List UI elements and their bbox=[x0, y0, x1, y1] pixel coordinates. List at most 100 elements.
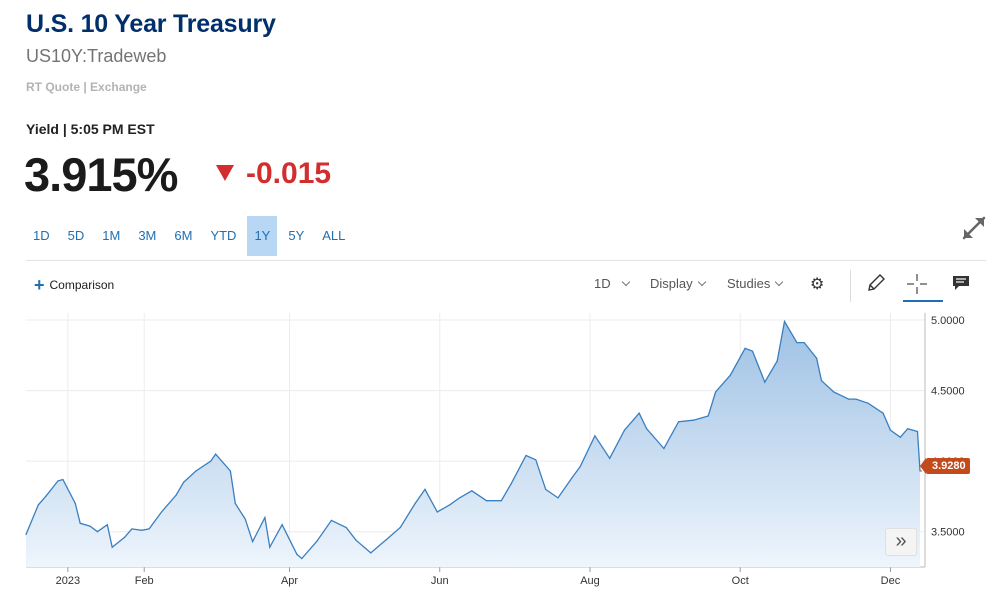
data-point bbox=[296, 553, 298, 555]
data-point bbox=[234, 502, 236, 505]
data-point bbox=[330, 519, 332, 521]
interval-dropdown[interactable]: 1D bbox=[594, 276, 630, 291]
y-tick-label: 4.5000 bbox=[931, 386, 965, 398]
series-area bbox=[26, 321, 920, 567]
x-tick-label: Oct bbox=[732, 575, 749, 587]
series-line bbox=[25, 319, 921, 560]
data-point bbox=[183, 481, 185, 483]
range-ytd[interactable]: YTD bbox=[210, 228, 237, 243]
comment-icon[interactable] bbox=[951, 274, 971, 297]
range-1y[interactable]: 1Y bbox=[247, 216, 278, 256]
yield-chart[interactable]: 5.00004.50004.00003.50002023FebAprJunAug… bbox=[0, 305, 1004, 607]
crosshair-icon[interactable] bbox=[906, 273, 928, 300]
time-range-selector: 1D 5D 1M 3M 6M YTD 1Y 5Y ALL bbox=[26, 216, 356, 256]
range-1m[interactable]: 1M bbox=[102, 228, 121, 243]
range-5y[interactable]: 5Y bbox=[288, 228, 305, 243]
data-point bbox=[449, 504, 451, 506]
x-tick-label: Feb bbox=[135, 575, 154, 587]
comparison-label: Comparison bbox=[49, 278, 115, 292]
yield-time: Yield | 5:05 PM EST bbox=[26, 121, 155, 137]
active-tool-indicator bbox=[903, 300, 943, 302]
data-point bbox=[707, 415, 709, 417]
data-point bbox=[907, 428, 909, 430]
data-point bbox=[638, 412, 640, 414]
settings-dropdown[interactable]: ⚙ bbox=[810, 274, 827, 294]
range-all[interactable]: ALL bbox=[322, 228, 346, 243]
data-point bbox=[471, 490, 473, 492]
data-point bbox=[414, 502, 416, 505]
double-chevron-right-icon: » bbox=[895, 530, 907, 552]
price-change: -0.015 bbox=[246, 157, 332, 190]
data-point bbox=[399, 526, 401, 529]
last-price: 3.915% bbox=[24, 148, 178, 201]
page-title: U.S. 10 Year Treasury bbox=[26, 10, 276, 38]
range-3m[interactable]: 3M bbox=[138, 228, 157, 243]
data-point bbox=[889, 429, 892, 431]
data-point bbox=[500, 500, 502, 502]
data-point bbox=[25, 533, 27, 536]
data-point bbox=[79, 522, 81, 524]
data-point bbox=[215, 453, 217, 455]
gear-icon: ⚙ bbox=[810, 276, 825, 293]
data-point bbox=[210, 460, 212, 462]
quote-source: RT Quote | Exchange bbox=[26, 80, 147, 94]
data-point bbox=[264, 517, 266, 519]
data-point bbox=[281, 524, 283, 526]
data-point bbox=[269, 546, 271, 548]
chevron-down-icon bbox=[775, 277, 784, 287]
data-point bbox=[525, 454, 527, 457]
data-point bbox=[678, 421, 680, 423]
data-point bbox=[385, 539, 387, 541]
data-point bbox=[45, 495, 47, 497]
y-tick-label: 3.5000 bbox=[931, 527, 965, 539]
data-point bbox=[545, 488, 547, 490]
data-point bbox=[37, 504, 39, 506]
studies-dropdown[interactable]: Studies bbox=[727, 276, 784, 291]
data-point bbox=[623, 429, 626, 431]
comparison-button[interactable]: + Comparison bbox=[34, 276, 115, 294]
data-point bbox=[776, 360, 778, 362]
data-point bbox=[609, 457, 611, 459]
data-point bbox=[148, 528, 150, 530]
expand-icon[interactable] bbox=[960, 214, 988, 242]
data-point bbox=[764, 381, 766, 383]
chevron-down-icon bbox=[697, 277, 706, 287]
data-point bbox=[855, 398, 857, 400]
toolbar-separator bbox=[850, 270, 851, 302]
down-arrow-icon bbox=[216, 165, 234, 181]
data-point bbox=[485, 500, 488, 502]
data-point bbox=[744, 347, 746, 349]
x-tick-label: Dec bbox=[881, 575, 901, 587]
data-point bbox=[783, 320, 786, 323]
pencil-icon[interactable] bbox=[866, 273, 886, 298]
data-point bbox=[175, 494, 177, 496]
data-point bbox=[848, 398, 850, 400]
data-point bbox=[833, 391, 835, 393]
data-point bbox=[729, 374, 732, 376]
data-point bbox=[141, 529, 143, 531]
data-point bbox=[557, 497, 559, 499]
studies-label: Studies bbox=[727, 276, 771, 291]
chart-area[interactable]: 5.00004.50004.00003.50002023FebAprJunAug… bbox=[0, 305, 1004, 607]
data-point bbox=[252, 541, 254, 543]
x-tick-label: 2023 bbox=[56, 575, 80, 587]
data-point bbox=[244, 518, 246, 520]
data-point bbox=[899, 436, 901, 438]
data-point bbox=[715, 391, 717, 393]
x-tick-label: Jun bbox=[431, 575, 449, 587]
data-point bbox=[436, 511, 438, 513]
range-5d[interactable]: 5D bbox=[67, 228, 85, 243]
data-point bbox=[646, 428, 648, 430]
data-point bbox=[74, 502, 76, 505]
chevron-down-icon bbox=[621, 277, 630, 287]
data-point bbox=[820, 380, 823, 382]
scroll-to-end-button[interactable]: » bbox=[885, 528, 917, 556]
data-point bbox=[106, 524, 108, 526]
display-dropdown[interactable]: Display bbox=[650, 276, 706, 291]
range-6m[interactable]: 6M bbox=[174, 228, 193, 243]
data-point bbox=[572, 476, 574, 478]
data-point bbox=[345, 526, 347, 529]
range-1d[interactable]: 1D bbox=[33, 228, 50, 243]
interval-label: 1D bbox=[594, 276, 611, 291]
display-label: Display bbox=[650, 276, 693, 291]
